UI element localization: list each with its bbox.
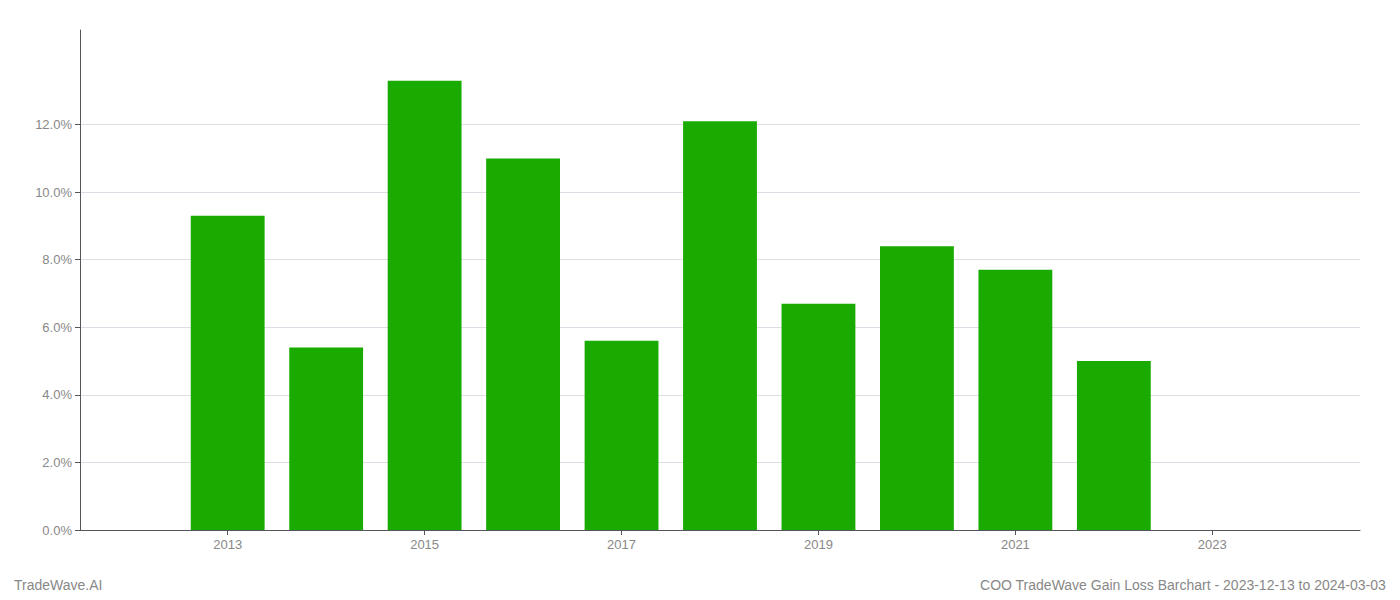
svg-text:0.0%: 0.0% — [42, 523, 72, 538]
svg-text:2019: 2019 — [804, 537, 833, 552]
svg-text:2.0%: 2.0% — [42, 455, 72, 470]
svg-text:2017: 2017 — [607, 537, 636, 552]
svg-text:6.0%: 6.0% — [42, 320, 72, 335]
svg-text:4.0%: 4.0% — [42, 387, 72, 402]
svg-text:2015: 2015 — [410, 537, 439, 552]
svg-text:2013: 2013 — [213, 537, 242, 552]
svg-text:TradeWave.AI: TradeWave.AI — [14, 577, 102, 593]
svg-text:2023: 2023 — [1198, 537, 1227, 552]
svg-text:10.0%: 10.0% — [35, 185, 72, 200]
svg-text:8.0%: 8.0% — [42, 252, 72, 267]
svg-text:12.0%: 12.0% — [35, 117, 72, 132]
svg-text:2021: 2021 — [1001, 537, 1030, 552]
svg-text:COO TradeWave Gain Loss Barcha: COO TradeWave Gain Loss Barchart - 2023-… — [980, 577, 1386, 593]
